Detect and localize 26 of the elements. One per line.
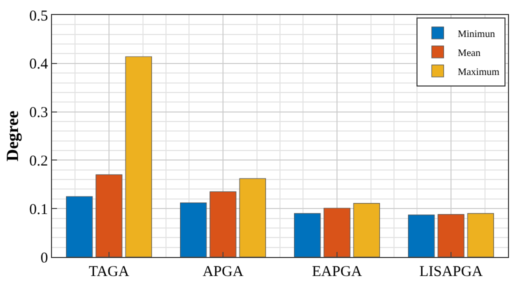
y-tick-label: 0.1 [29,202,48,218]
bar [353,202,380,257]
bar [324,208,350,257]
x-tick-label: TAGA [88,264,130,280]
legend-label: Maximum [458,66,500,78]
bar [467,213,494,257]
y-tick-label: 0.4 [29,56,48,73]
bar [294,213,321,257]
y-tick-label: 0.2 [29,153,48,170]
x-tick-label: LISAPGA [419,264,483,280]
bar [438,214,464,257]
y-tick-label: 0.3 [29,105,48,122]
y-axis-title: Degree [2,110,22,162]
legend-label: Mean [458,48,480,59]
bar [96,174,122,257]
bar [239,178,266,257]
bar [408,214,435,257]
x-tick-label: APGA [202,264,244,280]
bar [66,196,93,257]
x-tick-label: EAPGA [312,264,362,280]
bar [180,202,207,257]
y-tick-label: 0.5 [29,8,48,24]
legend-label: Minimun [458,28,495,40]
y-tick-label: 0 [40,250,48,266]
bar [210,191,236,257]
bar [125,56,152,257]
